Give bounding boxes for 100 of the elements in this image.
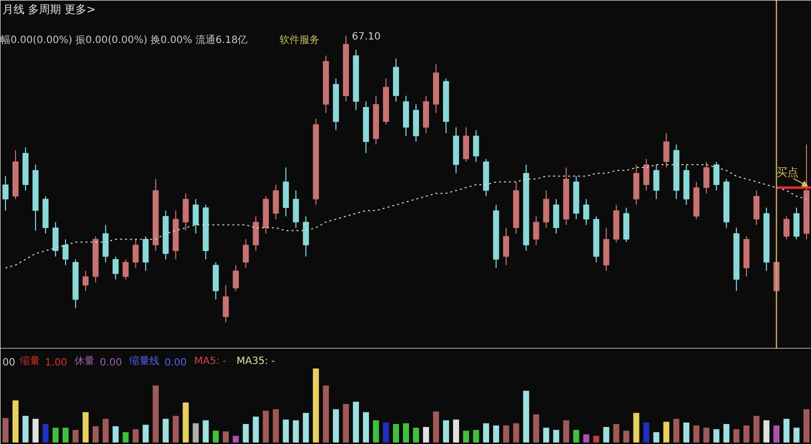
- bar: [713, 429, 720, 442]
- bar: [743, 425, 750, 442]
- bar: [392, 424, 399, 442]
- bar: [22, 416, 29, 442]
- bar: [643, 422, 650, 442]
- candlestick: [2, 176, 9, 212]
- bar: [633, 412, 640, 442]
- candlestick: [252, 216, 259, 252]
- bar: [272, 409, 279, 442]
- bar: [142, 424, 149, 442]
- candlestick: [122, 258, 129, 280]
- annotation: 0.00: [164, 358, 187, 368]
- bar: [413, 428, 420, 442]
- bar: [673, 418, 680, 442]
- bar: [593, 436, 600, 442]
- candlestick: [783, 216, 790, 240]
- candlestick: [583, 198, 590, 226]
- annotation: 0.00: [100, 358, 122, 368]
- candlestick: [102, 224, 109, 263]
- bar: [362, 412, 369, 442]
- bar: [653, 432, 660, 442]
- bar: [302, 412, 309, 442]
- candlestick: [503, 227, 510, 266]
- bar: [703, 428, 710, 442]
- bar: [503, 425, 510, 442]
- bar: [603, 426, 610, 442]
- bar: [683, 422, 690, 442]
- candlestick: [182, 192, 189, 232]
- bar: [402, 423, 410, 442]
- bar: [763, 420, 770, 442]
- bar: [533, 414, 540, 442]
- bar: [172, 416, 179, 442]
- bar: [92, 426, 99, 442]
- bar: [483, 423, 490, 442]
- candlestick: [82, 270, 89, 292]
- bar: [663, 422, 670, 442]
- bar: [723, 424, 730, 442]
- bar: [563, 420, 570, 442]
- bar: [753, 416, 760, 442]
- candlestick: [292, 190, 299, 228]
- bar: [192, 423, 199, 442]
- candlestick: [52, 222, 59, 257]
- candlestick: [753, 190, 760, 226]
- candlestick: [242, 238, 249, 268]
- bar: [553, 430, 560, 442]
- bar: [372, 420, 379, 442]
- candlestick: [463, 126, 470, 162]
- bar: [783, 418, 790, 442]
- candlestick: [713, 161, 720, 191]
- candlestick: [62, 238, 69, 266]
- bar: [72, 430, 79, 442]
- bar: [463, 430, 470, 442]
- bar: [152, 386, 159, 442]
- bar: [232, 436, 239, 442]
- bar: [453, 420, 460, 442]
- text: 休量: [74, 356, 95, 367]
- bar: [242, 424, 249, 442]
- bar: [623, 430, 630, 442]
- text: 缩量线: [130, 355, 160, 367]
- bar: [262, 410, 269, 442]
- bar: [12, 400, 19, 442]
- candlestick: [703, 161, 710, 194]
- candlestick: [112, 256, 119, 280]
- text: MA5: -: [194, 356, 227, 367]
- bar: [52, 428, 59, 442]
- bar: [32, 418, 39, 442]
- bar: [202, 420, 209, 442]
- candlestick: [222, 284, 229, 323]
- candlestick: [473, 130, 480, 162]
- annotation: 67.10: [352, 32, 381, 42]
- bar: [112, 426, 119, 442]
- candlestick: [643, 158, 650, 191]
- candlestick: [132, 238, 139, 268]
- bar: [132, 429, 139, 442]
- bar: [513, 423, 520, 442]
- bar: [423, 426, 430, 442]
- bar: [493, 425, 500, 442]
- bar: [793, 428, 800, 442]
- bar: [312, 368, 319, 442]
- bar: [62, 428, 69, 442]
- candlestick: [653, 164, 660, 200]
- bar: [212, 430, 219, 442]
- bar: [352, 402, 359, 442]
- text: 缩量: [20, 355, 40, 367]
- bar: [583, 434, 590, 442]
- bar: [322, 386, 329, 442]
- candlestick: [192, 198, 199, 234]
- bar: [773, 425, 780, 442]
- candlestick: [302, 216, 309, 257]
- ref-line-label: 买点: [776, 166, 798, 180]
- bar: [162, 418, 169, 442]
- bar: [803, 409, 810, 442]
- bar: [473, 430, 480, 442]
- candlestick: [663, 132, 670, 168]
- bar: [332, 409, 339, 442]
- candlestick: [272, 184, 279, 220]
- bar: [523, 390, 530, 442]
- candlestick: [793, 207, 800, 240]
- bar: [282, 420, 289, 442]
- candlestick: [142, 236, 149, 272]
